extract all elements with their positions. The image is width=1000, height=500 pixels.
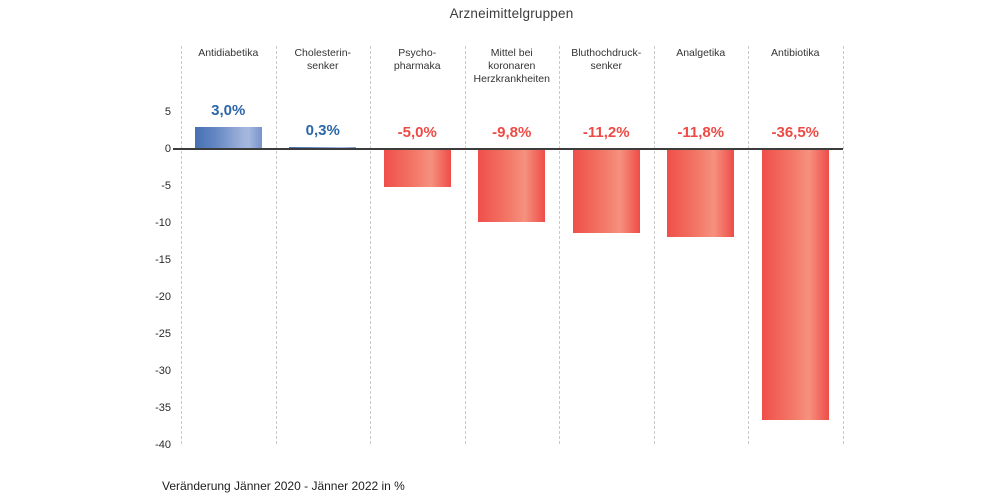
category-label: Bluthochdruck-senker xyxy=(571,47,642,72)
column-divider xyxy=(181,46,182,444)
value-label: -36,5% xyxy=(771,124,820,142)
category-label: Psycho-pharmaka xyxy=(393,47,441,72)
value-label: -5,0% xyxy=(397,124,437,142)
value-label: -11,2% xyxy=(582,124,630,142)
category-label: Cholesterin-senker xyxy=(294,47,352,72)
y-tick-label: -10 xyxy=(155,216,171,229)
bar xyxy=(383,149,451,187)
y-tick-label: 5 xyxy=(164,105,171,118)
value-label: -11,8% xyxy=(677,124,725,142)
y-tick-label: -25 xyxy=(155,327,171,340)
column-divider xyxy=(275,46,277,444)
bar xyxy=(572,149,640,233)
value-label: -9,8% xyxy=(492,124,532,142)
column-divider xyxy=(653,46,655,444)
bar xyxy=(194,127,262,150)
column-divider xyxy=(842,46,844,444)
column-divider xyxy=(370,46,371,444)
chart-caption: Veränderung Jänner 2020 - Jänner 2022 in… xyxy=(162,479,405,493)
category-label: Antidiabetika xyxy=(198,47,259,59)
bar xyxy=(667,149,735,238)
y-tick-label: -40 xyxy=(155,438,171,451)
value-label: 3,0% xyxy=(211,102,246,120)
y-tick-label: -30 xyxy=(155,364,171,377)
column-divider xyxy=(559,46,560,444)
y-tick-label: -20 xyxy=(155,290,171,303)
column-divider xyxy=(748,46,749,444)
column-divider xyxy=(464,46,466,444)
y-tick-label: -35 xyxy=(155,401,171,414)
zero-axis-line xyxy=(173,148,843,150)
category-label: Analgetika xyxy=(676,47,726,59)
value-label: 0,3% xyxy=(305,122,340,140)
y-tick-label: -5 xyxy=(161,179,171,192)
y-tick-label: 0 xyxy=(164,142,171,155)
category-label: Antibiotika xyxy=(771,47,820,59)
category-label: Mittel bei koronaren Herzkrankheiten xyxy=(473,47,550,85)
chart-title: Arzneimittelgruppen xyxy=(449,6,574,21)
bar xyxy=(761,149,829,420)
y-tick-label: -15 xyxy=(155,253,171,266)
bar xyxy=(478,149,546,223)
